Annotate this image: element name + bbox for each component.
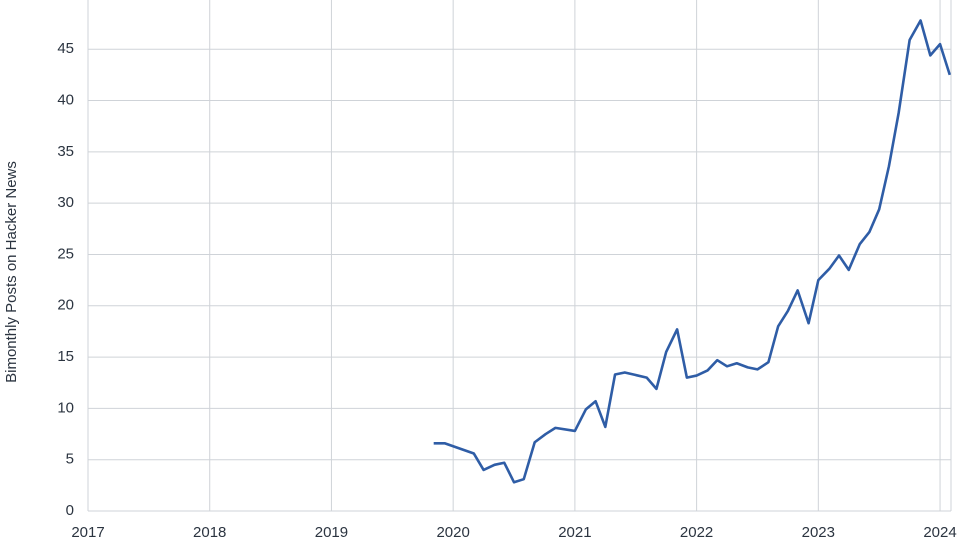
y-tick-label: 25: [57, 245, 74, 262]
y-tick-label: 35: [57, 143, 74, 160]
y-tick-label: 30: [57, 194, 74, 211]
y-tick-label: 15: [57, 348, 74, 365]
x-tick-label: 2024: [923, 524, 956, 541]
x-tick-label: 2020: [436, 524, 469, 541]
y-axis-label: Bimonthly Posts on Hacker News: [3, 161, 20, 383]
y-tick-label: 20: [57, 297, 74, 314]
x-tick-label: 2018: [193, 524, 226, 541]
x-tick-label: 2019: [315, 524, 348, 541]
data-line: [433, 19, 952, 484]
y-tick-label: 10: [57, 399, 74, 416]
y-tick-label: 45: [57, 40, 74, 57]
x-tick-label: 2022: [680, 524, 713, 541]
x-tick-label: 2023: [802, 524, 835, 541]
y-tick-label: 40: [57, 92, 74, 109]
x-tick-label: 2017: [71, 524, 104, 541]
y-tick-label: 0: [66, 502, 74, 519]
x-tick-label: 2021: [558, 524, 591, 541]
y-tick-label: 5: [66, 451, 74, 468]
